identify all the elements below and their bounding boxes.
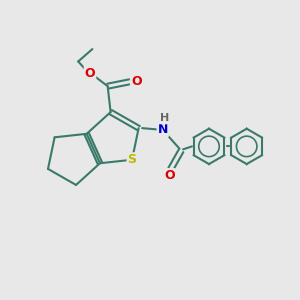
Text: O: O xyxy=(85,67,95,80)
Text: S: S xyxy=(128,153,136,166)
Text: O: O xyxy=(164,169,175,182)
Text: N: N xyxy=(158,123,168,136)
Text: O: O xyxy=(131,75,142,88)
Text: H: H xyxy=(160,113,169,123)
